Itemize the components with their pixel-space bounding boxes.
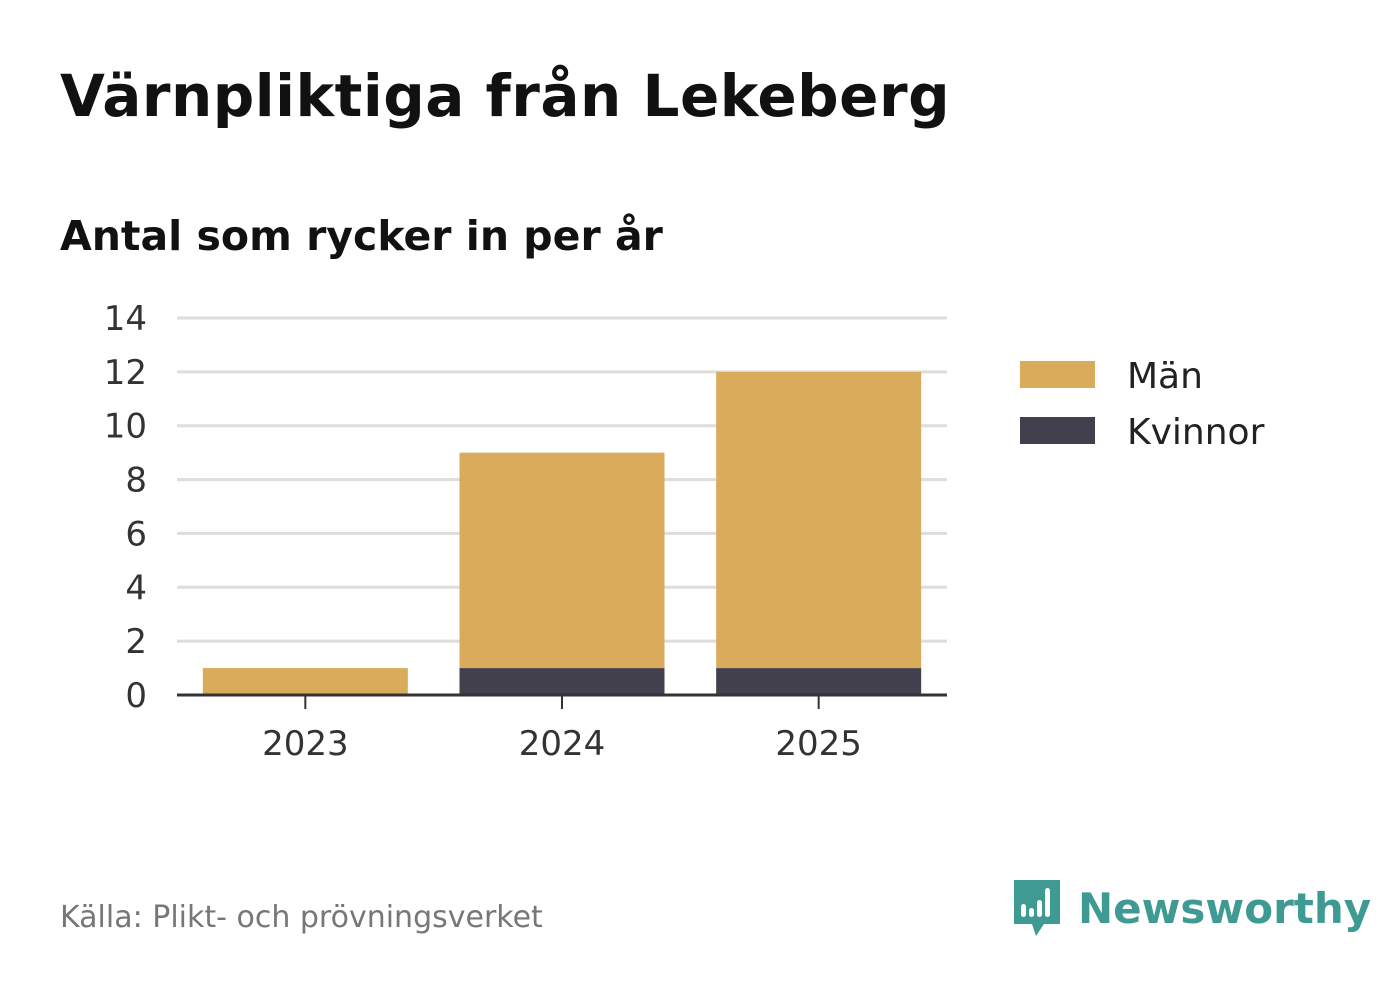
bar-kvinnor-2024 [459, 668, 665, 695]
brand-name: Newsworthy [1078, 883, 1372, 933]
axes: 0 2 4 6 8 10 12 14 2023 2024 2025 [104, 299, 947, 764]
legend: Män Kvinnor [1020, 356, 1265, 453]
y-tick-label: 14 [104, 299, 147, 339]
y-tick-label: 2 [125, 622, 147, 662]
x-tick-label: 2023 [262, 724, 349, 764]
chart-title: Värnpliktiga från Lekeberg [60, 62, 951, 130]
y-tick-label: 12 [104, 353, 147, 393]
legend-swatch-kvinnor [1020, 417, 1095, 444]
bar-m-n-2025 [716, 371, 922, 669]
y-tick-label: 0 [125, 676, 147, 716]
newsworthy-logo-icon [1014, 880, 1060, 936]
x-tick-label: 2024 [519, 724, 606, 764]
chart-subtitle: Antal som rycker in per år [60, 212, 663, 260]
bar-m-n-2023 [202, 668, 408, 695]
y-tick-label: 6 [125, 514, 147, 554]
x-tick-label: 2025 [775, 724, 862, 764]
bar-m-n-2024 [459, 452, 665, 669]
bars [202, 371, 922, 695]
brand-logo[interactable]: Newsworthy [1010, 878, 1371, 938]
y-tick-label: 4 [125, 568, 147, 608]
bar-kvinnor-2025 [716, 668, 922, 695]
y-tick-label: 10 [104, 407, 147, 447]
legend-swatch-man [1020, 361, 1095, 388]
y-tick-label: 8 [125, 461, 147, 501]
source-note: Källa: Plikt- och prövningsverket [60, 900, 543, 935]
legend-label: Kvinnor [1127, 412, 1265, 453]
legend-label: Män [1127, 356, 1203, 397]
